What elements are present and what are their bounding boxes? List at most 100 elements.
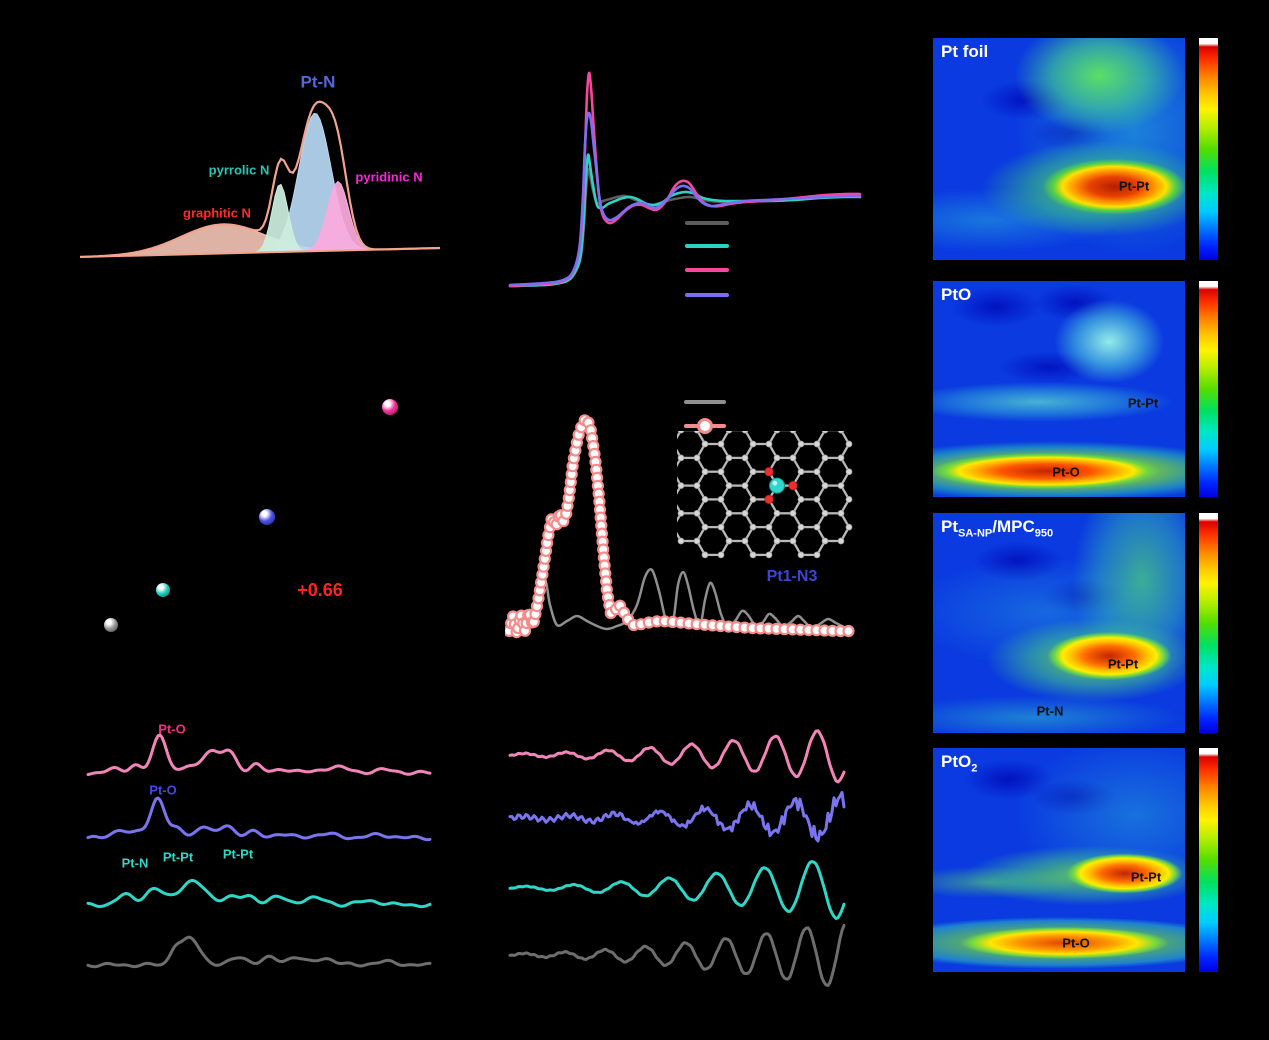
carbon-atom — [701, 440, 709, 448]
oxidation-state-panel: +0.66 — [80, 355, 460, 665]
wavelet-map: PtO Pt-Pt Pt-O — [933, 281, 1185, 497]
carbon-atom — [789, 509, 797, 517]
bond-label: Pt-Pt — [162, 849, 194, 865]
carbon-atom — [725, 537, 733, 545]
carbon-atom — [789, 431, 797, 434]
bond-label: Pt-N — [121, 855, 149, 871]
bond-label: Pt-N — [1036, 703, 1064, 719]
carbon-atom — [821, 509, 829, 517]
ft-curve — [86, 878, 432, 909]
carbon-atom — [693, 537, 701, 545]
ft-exafs-panel: Pt-O Pt-O Pt-N Pt-Pt Pt-Pt — [80, 695, 440, 995]
carbon-atom — [845, 468, 853, 476]
legend-swatch — [684, 400, 726, 404]
carbon-atom — [837, 537, 845, 545]
bond-label: Pt-O — [1062, 935, 1090, 951]
carbon-atom — [693, 482, 701, 489]
platinum-atom — [769, 477, 785, 494]
legend-swatch — [685, 293, 729, 297]
carbon-atom — [701, 523, 709, 531]
carbon-atom — [741, 482, 749, 489]
carbon-atom — [773, 509, 781, 517]
xps-peak-label: pyrrolic N — [208, 162, 270, 178]
data-point-sphere — [156, 583, 170, 597]
data-markers — [505, 414, 855, 639]
carbon-atom — [821, 537, 829, 545]
carbon-atom — [765, 440, 773, 448]
carbon-atom — [725, 454, 733, 462]
carbon-atom — [741, 454, 749, 462]
carbon-atom — [693, 454, 701, 462]
carbon-atom — [773, 431, 781, 434]
colorbar — [1199, 513, 1218, 733]
legend-swatch — [685, 268, 729, 272]
carbon-atom — [701, 468, 709, 476]
wavelet-map-title: Pt foil — [941, 42, 989, 61]
carbon-atom — [837, 509, 845, 517]
carbon-atom — [773, 537, 781, 545]
carbon-atom — [725, 482, 733, 489]
wavelet-map: Pt foil Pt-Pt — [933, 38, 1185, 260]
xps-plot — [80, 100, 440, 258]
ft-plot — [86, 733, 432, 969]
carbon-atom — [741, 537, 749, 545]
carbon-atom — [717, 440, 725, 448]
wavelet-map-title: PtO2 — [941, 752, 978, 775]
bond-label: Pt-O — [158, 721, 186, 737]
k-space-panel — [505, 695, 850, 995]
carbon-atom — [717, 551, 725, 559]
carbon-atom — [749, 440, 757, 448]
xanes-plot — [508, 71, 862, 288]
carbon-atom — [677, 431, 685, 434]
ft-curve — [86, 733, 432, 776]
chi-k-curve — [508, 923, 846, 987]
carbon-atom — [717, 523, 725, 531]
carbon-atom — [725, 509, 733, 517]
carbon-atom — [821, 482, 829, 489]
bond-label: Pt-Pt — [1107, 656, 1139, 672]
carbon-atom — [813, 440, 821, 448]
xanes-panel — [505, 55, 865, 305]
data-point-sphere — [259, 509, 275, 525]
carbon-atom — [765, 551, 773, 559]
carbon-atom — [773, 454, 781, 462]
chi-k-curve — [508, 791, 846, 843]
exafs-fit-panel: Pt1-N3 — [505, 385, 865, 650]
carbon-atom — [789, 537, 797, 545]
carbon-atom — [749, 551, 757, 559]
colorbar — [1199, 38, 1218, 260]
wavelet-map-title: PtSA-NP/MPC950 — [941, 517, 1054, 540]
carbon-atom — [813, 551, 821, 559]
carbon-atom — [845, 440, 853, 448]
carbon-atom — [693, 431, 701, 434]
wavelet-map-title: PtO — [941, 285, 972, 304]
pt1-n3-structure — [677, 431, 853, 559]
carbon-atom — [725, 431, 733, 434]
carbon-atom — [677, 537, 685, 545]
xps-peak-label: Pt-N — [300, 72, 336, 92]
carbon-atom — [765, 523, 773, 531]
chi-k-curve — [508, 860, 846, 920]
wavelet-column: Pt foil Pt-Pt PtO Pt-Pt Pt-O PtSA-NP/MPC950 Pt… — [933, 38, 1223, 978]
xanes-series — [508, 71, 862, 288]
carbon-atom — [741, 431, 749, 434]
carbon-atom — [797, 496, 805, 503]
bond-label: Pt-Pt — [1130, 869, 1162, 885]
xps-peak-label: graphitic N — [183, 205, 251, 221]
carbon-atom — [797, 523, 805, 531]
carbon-atom — [789, 454, 797, 462]
carbon-atom — [845, 523, 853, 531]
bond-label: Pt-Pt — [1127, 395, 1159, 411]
k-space-plot — [508, 729, 846, 987]
xps-baseline — [80, 247, 440, 258]
molecular-model-inset — [677, 431, 862, 563]
bond-label: Pt-O — [1052, 464, 1080, 480]
carbon-atom — [677, 454, 685, 462]
carbon-atom — [837, 454, 845, 462]
inset-structure-label: Pt1-N3 — [766, 568, 818, 585]
carbon-atom — [837, 482, 845, 489]
nitrogen-atom — [764, 467, 774, 477]
xps-peak-label: pyridinic N — [355, 169, 423, 185]
carbon-atom — [813, 523, 821, 531]
